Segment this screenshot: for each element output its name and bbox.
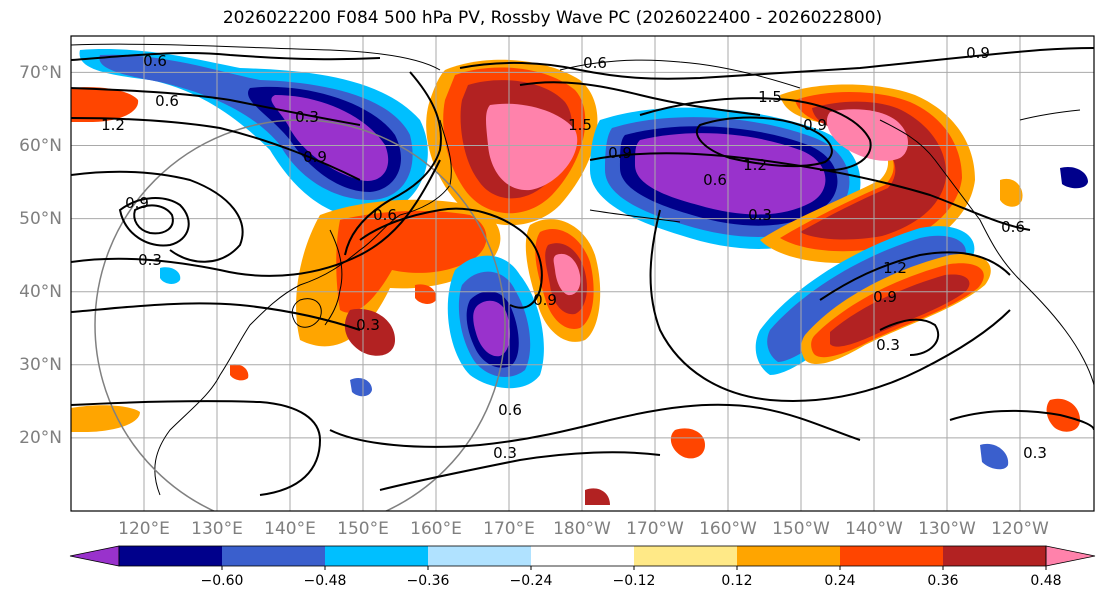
colorbar-tick-label: 0.24 <box>824 573 855 589</box>
neg-anomaly-central-peak <box>473 300 510 357</box>
lon-label: 160°E <box>410 519 462 539</box>
pos-anomaly-subtropical-peak <box>553 253 581 296</box>
lon-label: 130°E <box>191 519 243 539</box>
contour-label: 0.9 <box>125 194 149 212</box>
colorbar-tick-label: 0.12 <box>721 573 752 589</box>
reference-circle <box>94 119 506 511</box>
lon-label: 120°E <box>118 519 170 539</box>
colorbar-tick-label: −0.12 <box>613 573 656 589</box>
contour-label: 0.6 <box>1001 218 1025 236</box>
contour-label: 0.9 <box>873 288 897 306</box>
chart-title: 2026022200 F084 500 hPa PV, Rossby Wave … <box>222 8 883 28</box>
latitude-labels: 70°N 60°N 50°N 40°N 30°N 20°N <box>19 63 62 448</box>
neg-blob-1 <box>980 443 1009 470</box>
pos-blob-4 <box>1000 178 1023 207</box>
lat-label: 60°N <box>19 136 62 156</box>
contour-label: 0.6 <box>498 401 522 419</box>
colorbar-bin <box>943 546 1047 566</box>
shaded-field <box>71 49 1088 505</box>
pos-anomaly-japan-band-inner <box>336 210 487 313</box>
lon-label: 170°W <box>626 519 684 539</box>
contour-label: 0.6 <box>703 171 727 189</box>
colorbar-bin <box>737 546 841 566</box>
contour-label: 0.3 <box>748 206 772 224</box>
contour-label: 0.6 <box>143 52 167 70</box>
lon-label: 170°E <box>483 519 535 539</box>
lon-label: 180°W <box>553 519 611 539</box>
contour-labels: 0.6 0.6 1.2 0.9 0.9 0.3 0.3 0.3 0.6 0.9 … <box>101 44 1047 462</box>
lat-label: 40°N <box>19 282 62 302</box>
pos-blob-6 <box>230 364 249 381</box>
colorbar-bin <box>428 546 532 566</box>
lat-label: 70°N <box>19 63 62 83</box>
lon-label: 130°W <box>918 519 976 539</box>
coastlines <box>71 43 1094 496</box>
contour-label: 0.3 <box>138 251 162 269</box>
contour-label: 0.3 <box>493 444 517 462</box>
contour-label: 0.9 <box>533 291 557 309</box>
pos-anomaly-west-edge-low <box>71 405 140 432</box>
colorbar-extend-low <box>69 545 120 567</box>
colorbar-tick-label: 0.48 <box>1030 573 1061 589</box>
contour-label: 1.2 <box>101 116 125 134</box>
gridlines <box>71 36 1094 511</box>
contour-label: 0.3 <box>295 108 319 126</box>
pos-anomaly-westcoast-inner <box>830 274 970 347</box>
lon-label: 120°W <box>991 519 1049 539</box>
colorbar-tick-label: 0.36 <box>927 573 958 589</box>
map-frame <box>70 35 1095 512</box>
neg-blob-4 <box>160 267 181 284</box>
contour-label: 0.9 <box>303 148 327 166</box>
contour-label: 0.3 <box>876 336 900 354</box>
lat-label: 50°N <box>19 209 62 229</box>
longitude-labels: 120°E 130°E 140°E 150°E 160°E 170°E 180°… <box>118 519 1049 539</box>
lon-label: 140°W <box>845 519 903 539</box>
pos-blob-5 <box>415 284 437 304</box>
colorbar-bin <box>222 546 326 566</box>
contour-label: 1.5 <box>758 88 782 106</box>
colorbar-tick-label: −0.60 <box>201 573 244 589</box>
pos-blob-1 <box>670 428 705 459</box>
colorbar-bin <box>840 546 944 566</box>
contour-label: 0.6 <box>155 92 179 110</box>
contour-label: 0.6 <box>583 54 607 72</box>
contour-label: 0.6 <box>373 206 397 224</box>
pos-anomaly-west-edge <box>71 87 139 122</box>
lon-label: 160°W <box>699 519 757 539</box>
contour-label: 0.9 <box>803 116 827 134</box>
contour-label: 0.9 <box>608 144 632 162</box>
lon-label: 150°W <box>772 519 830 539</box>
contour-label: 0.3 <box>1023 444 1047 462</box>
colorbar-extend-high <box>1045 545 1096 567</box>
lat-label: 20°N <box>19 428 62 448</box>
contour-label: 0.9 <box>966 44 990 62</box>
lat-label: 30°N <box>19 355 62 375</box>
neg-blob-3 <box>350 378 372 397</box>
pos-blob-2 <box>585 488 610 505</box>
colorbar-bin <box>119 546 223 566</box>
lon-label: 150°E <box>337 519 389 539</box>
colorbar-outline <box>118 545 1047 567</box>
colorbar-tick-label: −0.24 <box>510 573 553 589</box>
colorbar-bin <box>531 546 635 566</box>
pos-anomaly-japan-small <box>344 308 395 356</box>
contour-label: 1.2 <box>883 259 907 277</box>
lon-label: 140°E <box>264 519 316 539</box>
contour-label: 1.2 <box>743 156 767 174</box>
neg-anomaly-okhotsk-peak <box>271 95 389 181</box>
colorbar: −0.60 −0.48 −0.36 −0.24 −0.12 0.12 0.24 0.36 0.4… <box>69 545 1096 589</box>
colorbar-tick-label: −0.48 <box>304 573 347 589</box>
contour-label: 1.5 <box>568 116 592 134</box>
contour-label: 0.3 <box>356 316 380 334</box>
colorbar-bin <box>325 546 429 566</box>
neg-blob-2 <box>1060 166 1088 189</box>
pv-contours <box>71 47 1094 496</box>
colorbar-bin <box>634 546 738 566</box>
colorbar-tick-label: −0.36 <box>407 573 450 589</box>
